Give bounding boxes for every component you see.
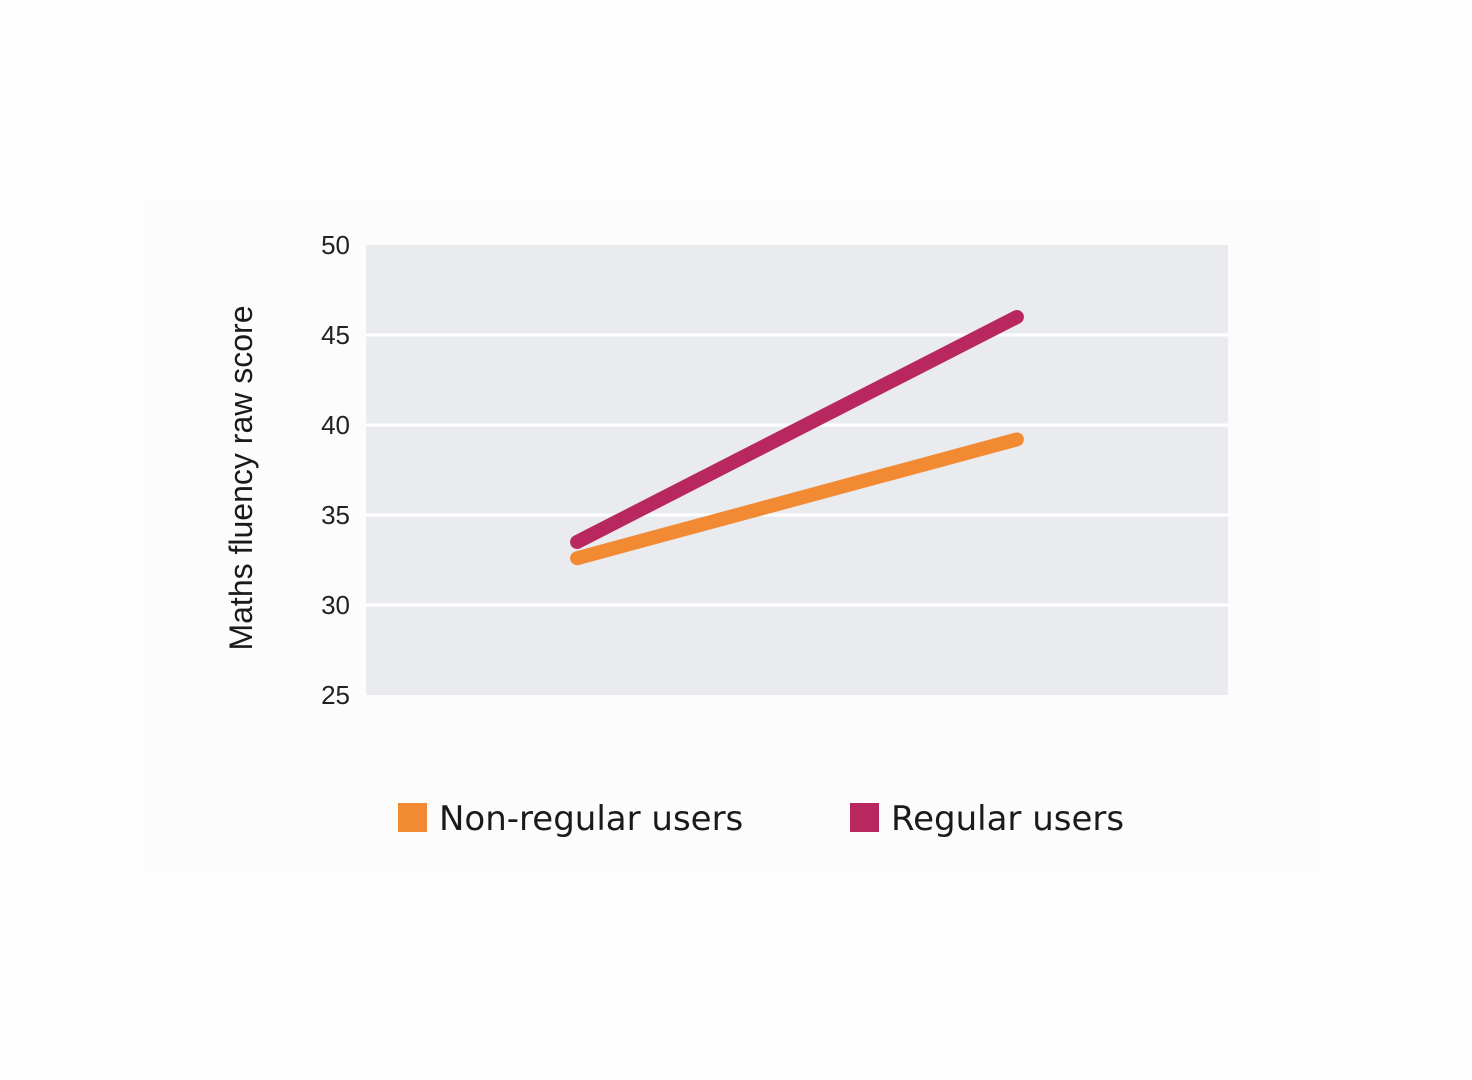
legend-swatch [850, 803, 879, 832]
plot-background [366, 245, 1228, 695]
y-tick-label: 25 [321, 680, 350, 710]
y-tick-label: 40 [321, 410, 350, 440]
y-tick-label: 45 [321, 320, 350, 350]
y-tick-label: 50 [321, 230, 350, 260]
y-tick-label: 35 [321, 500, 350, 530]
legend-label: Regular users [891, 799, 1124, 839]
y-axis-ticks: 25 30 35 40 45 50 [321, 230, 350, 710]
y-axis-title: Maths fluency raw score [223, 305, 259, 650]
series-lines [570, 310, 1024, 566]
legend-label: Non-regular users [439, 799, 743, 839]
series-line [570, 432, 1024, 566]
legend-swatch [398, 803, 427, 832]
legend: Non-regular users Regular users [398, 799, 1124, 839]
series-line [570, 310, 1024, 549]
y-tick-label: 30 [321, 590, 350, 620]
